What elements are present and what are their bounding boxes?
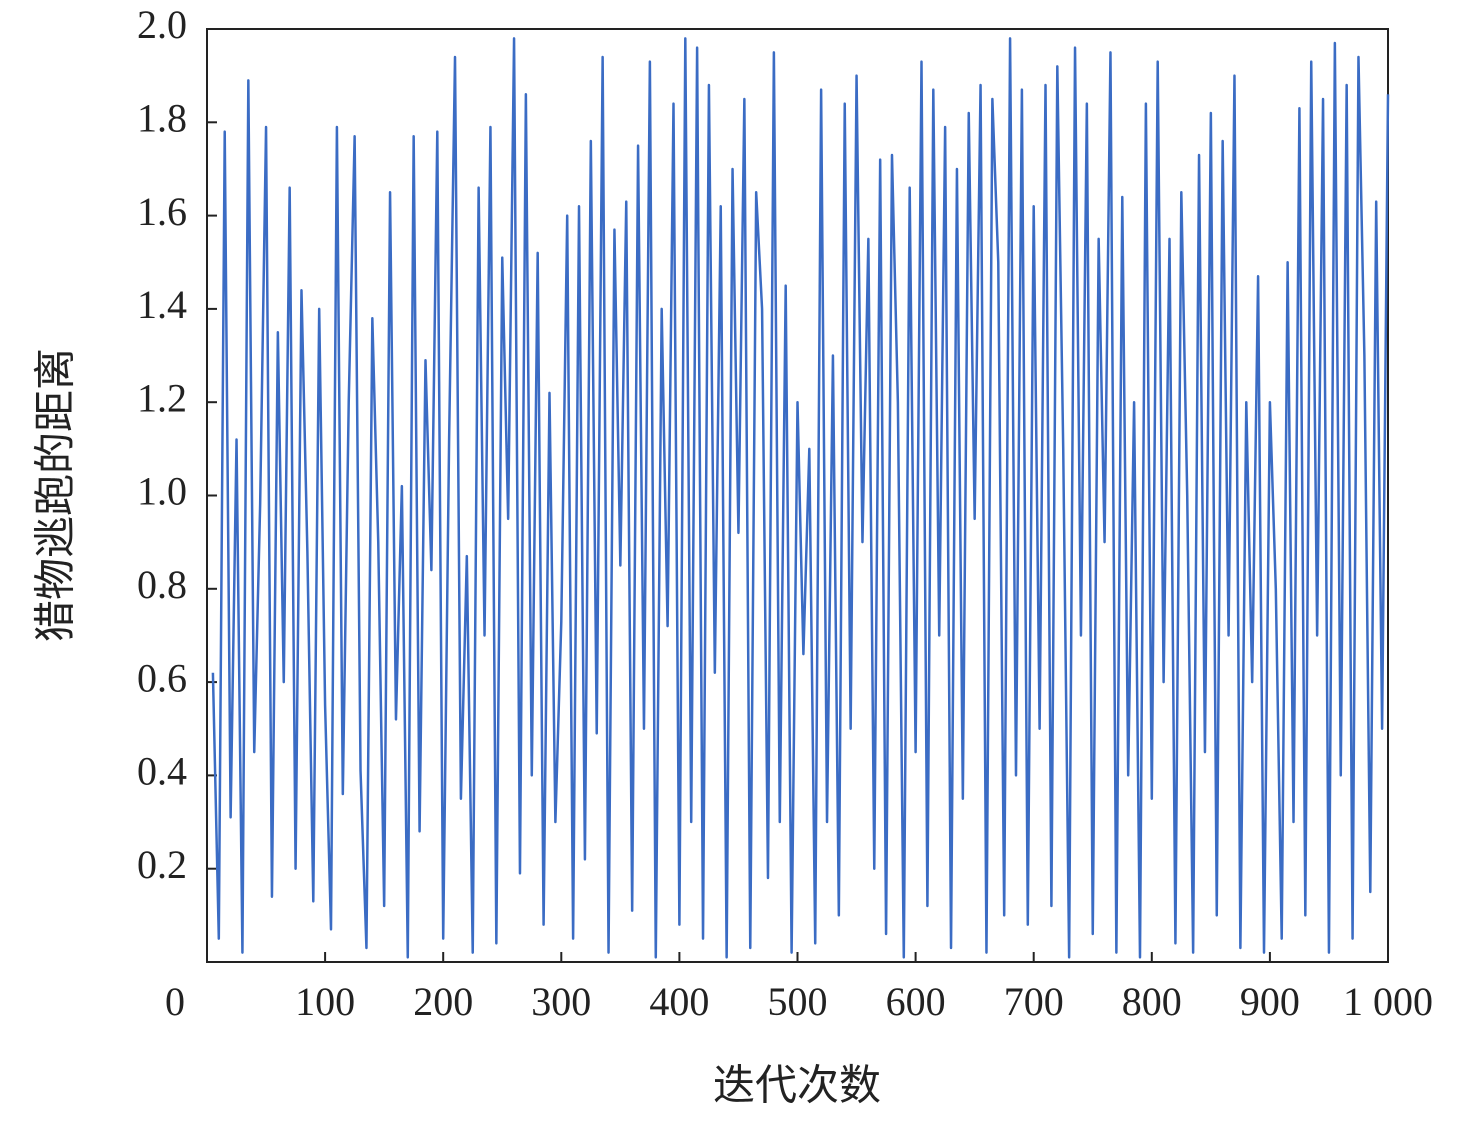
x-tick-label: 600 <box>886 979 946 1024</box>
x-tick-label: 100 <box>295 979 355 1024</box>
y-tick-label: 0.6 <box>137 655 187 700</box>
x-tick-label: 800 <box>1122 979 1182 1024</box>
x-tick-label: 400 <box>649 979 709 1024</box>
y-tick-label: 0.2 <box>137 842 187 887</box>
y-tick-label: 1.8 <box>137 95 187 140</box>
x-axis-title: 迭代次数 <box>713 1064 881 1110</box>
x-tick-label: 200 <box>413 979 473 1024</box>
y-tick-label: 1.4 <box>137 282 187 327</box>
y-tick-label: 0.4 <box>137 749 187 794</box>
x-tick-label: 500 <box>768 979 828 1024</box>
y-tick-label: 2.0 <box>137 2 187 47</box>
y-tick-label: 1.2 <box>137 375 187 420</box>
data-line <box>211 37 1390 959</box>
x-tick-label: 300 <box>531 979 591 1024</box>
x-tick-label: 1 000 <box>1343 979 1433 1024</box>
y-tick-label: 0.8 <box>137 562 187 607</box>
x-tick-label: 900 <box>1240 979 1300 1024</box>
x-tick-label: 700 <box>1004 979 1064 1024</box>
x-tick-label: 0 <box>165 979 185 1024</box>
y-tick-label: 1.6 <box>137 189 187 234</box>
y-axis-title: 猎物逃跑的距离 <box>33 348 80 642</box>
y-tick-label: 1.0 <box>137 469 187 514</box>
